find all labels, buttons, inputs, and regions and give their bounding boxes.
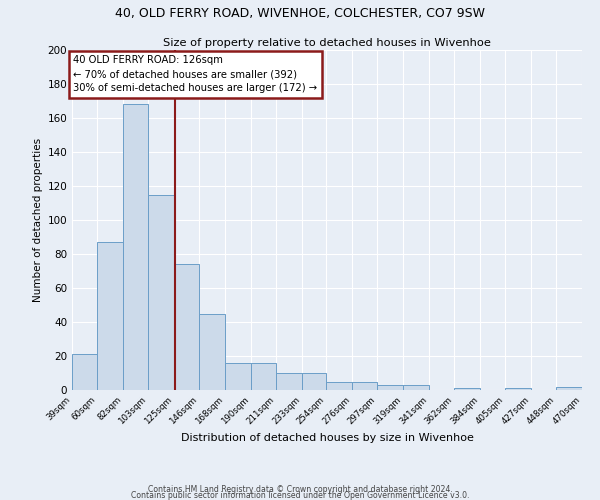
Bar xyxy=(199,314,224,390)
Bar xyxy=(377,385,403,390)
Text: Contains HM Land Registry data © Crown copyright and database right 2024.: Contains HM Land Registry data © Crown c… xyxy=(148,485,452,494)
Bar xyxy=(275,373,302,390)
Bar xyxy=(302,373,326,390)
Bar xyxy=(174,264,199,390)
X-axis label: Distribution of detached houses by size in Wivenhoe: Distribution of detached houses by size … xyxy=(181,433,473,443)
Bar xyxy=(123,104,148,390)
Bar xyxy=(352,382,377,390)
Bar xyxy=(224,363,251,390)
Bar xyxy=(556,386,582,390)
Bar xyxy=(251,363,275,390)
Bar xyxy=(97,242,123,390)
Text: 40 OLD FERRY ROAD: 126sqm
← 70% of detached houses are smaller (392)
30% of semi: 40 OLD FERRY ROAD: 126sqm ← 70% of detac… xyxy=(73,55,317,93)
Bar xyxy=(505,388,531,390)
Bar xyxy=(403,385,430,390)
Text: 40, OLD FERRY ROAD, WIVENHOE, COLCHESTER, CO7 9SW: 40, OLD FERRY ROAD, WIVENHOE, COLCHESTER… xyxy=(115,8,485,20)
Y-axis label: Number of detached properties: Number of detached properties xyxy=(33,138,43,302)
Bar xyxy=(326,382,352,390)
Bar xyxy=(72,354,97,390)
Bar xyxy=(454,388,480,390)
Title: Size of property relative to detached houses in Wivenhoe: Size of property relative to detached ho… xyxy=(163,38,491,48)
Bar xyxy=(148,194,174,390)
Text: Contains public sector information licensed under the Open Government Licence v3: Contains public sector information licen… xyxy=(131,490,469,500)
